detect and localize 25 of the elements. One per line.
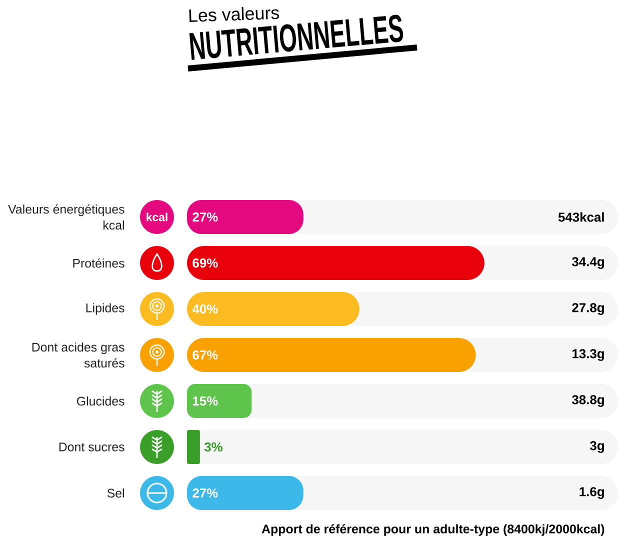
bar <box>187 430 200 464</box>
annotation: 3g <box>590 441 604 453</box>
data-label: 27% <box>192 212 218 222</box>
text: Apport de référence pour un adulte-type (8400kj/2000kcal) <box>262 524 604 536</box>
y-tick-label: Valeurs énergétiques kcal <box>8 204 124 230</box>
annotation: 34.4g <box>572 257 604 269</box>
text: kcal <box>146 212 168 222</box>
annotation: 543kcal <box>558 212 604 222</box>
y-tick-label: Dont sucres <box>59 442 124 452</box>
data-label: 27% <box>192 488 218 498</box>
annotation: 13.3g <box>572 349 604 361</box>
y-tick-label: Sel <box>107 488 124 498</box>
annotation: 1.6g <box>580 487 604 499</box>
y-tick-label: Lipides <box>86 303 124 315</box>
data-label: 69% <box>192 258 218 268</box>
annotation: 38.8g <box>572 395 604 407</box>
y-tick-label: Dont acides gras saturés <box>32 342 124 368</box>
data-label: 40% <box>192 304 218 314</box>
data-label: 67% <box>192 350 218 360</box>
data-label: 15% <box>193 396 218 406</box>
y-tick-label: Glucides <box>76 396 124 406</box>
data-label: 3% <box>204 442 222 452</box>
annotation: 27.8g <box>572 303 604 315</box>
bar <box>187 384 252 418</box>
y-tick-label: Protéines <box>73 258 124 268</box>
